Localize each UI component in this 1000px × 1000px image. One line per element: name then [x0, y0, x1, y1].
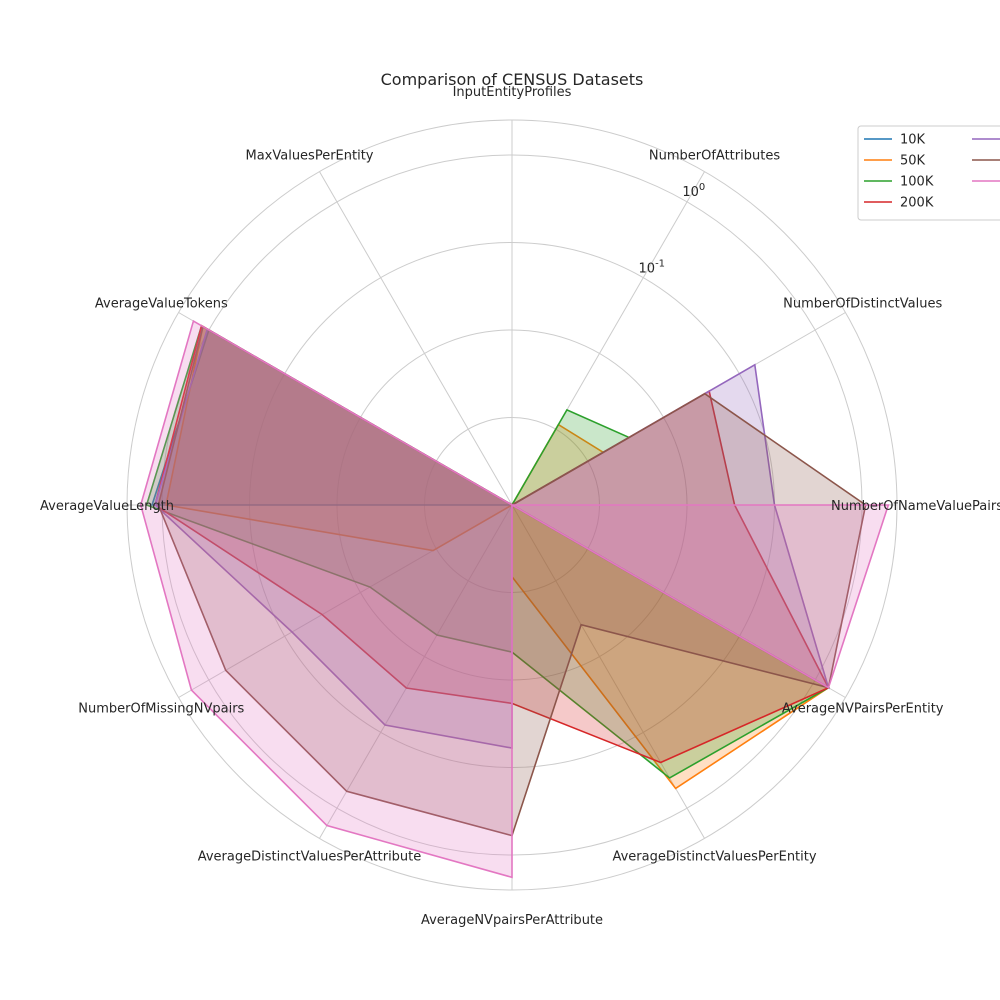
series-area	[166, 326, 829, 789]
legend-box	[857, 125, 1000, 221]
legend-label: 50K	[900, 154, 926, 169]
axis-label: MaxValuesPerEntity	[245, 148, 373, 163]
series-area	[155, 325, 829, 763]
series-line	[145, 324, 831, 779]
axis-label: NumberOfMissingNVpairs	[78, 702, 244, 717]
legend: 10K 50K 100K 200K	[857, 125, 1000, 221]
axis-label: AverageNVPairsPerEntity	[782, 702, 944, 717]
series-area	[146, 325, 829, 778]
series-line	[139, 319, 890, 879]
axis-label: AverageNVpairsPerAttribute	[421, 913, 603, 928]
legend-label: 100K	[900, 175, 934, 190]
series-area	[152, 330, 829, 688]
axis-label: AverageDistinctValuesPerEntity	[612, 850, 816, 865]
axis-spoke	[319, 504, 513, 839]
series-line	[165, 325, 830, 790]
axis-label: AverageDistinctValuesPerAttribute	[198, 850, 422, 865]
axis-spoke	[319, 171, 513, 506]
series-area	[140, 321, 889, 878]
chart-title: Comparison of CENSUS Datasets	[381, 70, 644, 89]
axis-label: AverageValueLength	[40, 499, 174, 514]
axis-label: InputEntityProfiles	[453, 85, 572, 100]
radial-tick-label: 10-1	[639, 259, 666, 277]
series-area	[155, 329, 829, 749]
legend-label: 200K	[900, 196, 934, 211]
legend-label: 10K	[900, 133, 926, 148]
axis-spoke	[511, 504, 705, 839]
axis-label: NumberOfAttributes	[649, 148, 780, 163]
label-layer: 10-1 100 InputEntityProfiles NumberOfAttrib…	[40, 85, 1000, 928]
series-layer	[139, 319, 890, 879]
axis-label: NumberOfDistinctValues	[783, 297, 942, 312]
axis-label: NumberOfNameValuePairs	[831, 499, 1000, 514]
radial-tick-label: 100	[682, 182, 705, 200]
axis-label: AverageValueTokens	[95, 297, 228, 312]
